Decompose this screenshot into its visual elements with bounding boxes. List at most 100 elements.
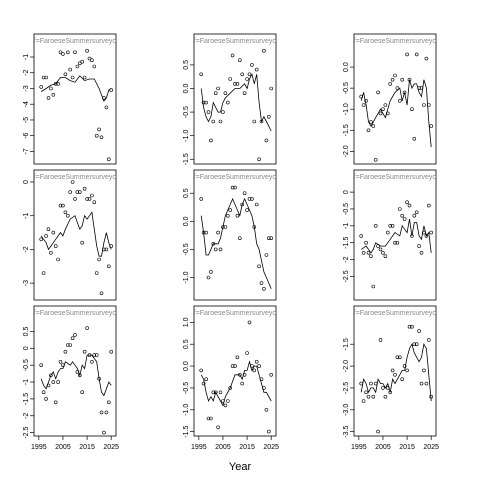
data-point: [250, 364, 254, 368]
data-point: [68, 190, 72, 194]
data-point: [378, 247, 383, 252]
data-point: [426, 338, 431, 342]
panel-7: f=FaroeseSummersurveyo 0.5 0 -0.5 -1 -1.5 -2 -2…: [23, 305, 119, 451]
data-point: [371, 124, 376, 128]
data-point: [216, 86, 220, 91]
data-point: [419, 86, 424, 90]
data-point: [245, 208, 249, 212]
data-point: [388, 390, 393, 395]
data-point: [422, 230, 426, 235]
data-point: [223, 91, 228, 95]
data-point: [61, 52, 65, 56]
data-point: [254, 359, 259, 364]
data-point: [94, 271, 99, 275]
data-point: [250, 197, 254, 201]
data-point: [395, 240, 400, 245]
data-point: [257, 364, 261, 368]
data-point: [46, 383, 51, 388]
panel-grid: f=FaroeseSummersurveyo-1-2-3-4-5-6-7f=Fa…: [23, 33, 439, 451]
x-tick-label: 1995: [191, 444, 207, 451]
data-point: [359, 381, 364, 386]
data-point: [366, 394, 371, 399]
data-point: [56, 82, 60, 86]
data-point: [213, 247, 218, 252]
y-tick-label: 0.5: [183, 60, 190, 70]
data-point: [240, 202, 244, 207]
y-tick-label: -2.5: [343, 270, 350, 282]
data-point: [366, 128, 371, 133]
x-tick-label: 2005: [55, 444, 71, 451]
y-tick-label: 0: [23, 346, 30, 350]
x-tick-label: 2005: [215, 444, 231, 451]
panel-4: f=FaroeseSummersurveyo 0 -1 -2 -3: [23, 169, 116, 301]
data-point: [78, 190, 82, 194]
y-tick-label: -3.5: [343, 425, 350, 437]
data-point: [429, 124, 434, 128]
data-point: [376, 429, 380, 434]
data-point: [99, 135, 104, 140]
panel-6: f=FaroeseSummersurveyo 0 -0.5 -1 -1.5 -2 -2.5: [343, 169, 437, 301]
data-point: [230, 364, 235, 368]
data-point: [383, 394, 388, 399]
data-point: [90, 58, 94, 63]
panel-frame: [353, 305, 437, 437]
data-point: [402, 90, 407, 95]
data-point: [233, 364, 237, 368]
data-point: [99, 410, 104, 415]
data-point: [94, 133, 99, 138]
y-tick-label: -2.0: [343, 145, 350, 157]
data-point: [383, 254, 388, 259]
data-point: [419, 251, 424, 255]
data-point: [90, 359, 94, 364]
data-point: [397, 99, 402, 103]
data-point: [206, 416, 211, 421]
data-point: [254, 67, 259, 72]
data-point: [82, 186, 87, 191]
data-point: [209, 270, 213, 274]
y-tick-label: -1.5: [183, 425, 190, 437]
data-point: [221, 225, 225, 229]
data-point: [252, 225, 257, 229]
data-point: [82, 75, 87, 80]
data-point: [233, 82, 237, 86]
data-point: [46, 227, 51, 231]
data-point: [204, 100, 208, 105]
data-point: [206, 275, 211, 280]
data-point: [257, 264, 261, 269]
data-point: [262, 286, 266, 291]
data-point: [402, 217, 407, 221]
data-point: [252, 368, 257, 373]
x-tick-label: 2025: [103, 444, 119, 451]
y-tick-label: -1.0: [183, 404, 190, 416]
data-point: [82, 349, 87, 354]
data-point: [53, 244, 58, 248]
data-point: [201, 100, 206, 105]
data-point: [393, 372, 397, 377]
data-point: [361, 103, 366, 107]
data-point: [206, 110, 211, 114]
data-point: [226, 399, 230, 403]
data-point: [53, 82, 58, 86]
data-point: [269, 86, 274, 91]
y-tick-label: -1.5: [343, 237, 350, 249]
data-point: [426, 203, 431, 208]
x-tick-label: 2005: [375, 444, 391, 451]
x-tick-label: 2015: [239, 444, 255, 451]
data-point: [80, 59, 84, 64]
data-point: [266, 115, 271, 119]
data-point: [211, 119, 216, 124]
fitted-line: [40, 354, 112, 397]
data-point: [73, 333, 77, 337]
data-point: [417, 244, 421, 248]
y-tick-label: -1.0: [343, 103, 350, 115]
y-tick-label: -3: [23, 280, 30, 286]
data-point: [373, 381, 378, 386]
panel-9: f=FaroeseSummersurveyo -1.5 -2.0 -2.5 -3.0 -3…: [343, 305, 439, 451]
y-tick-label: -1.5: [343, 124, 350, 136]
data-point: [393, 73, 397, 78]
data-point: [218, 390, 223, 395]
strip-label: f=FaroeseSummersurveyo: [354, 174, 437, 181]
data-point: [252, 119, 257, 124]
data-point: [109, 88, 113, 92]
data-point: [204, 230, 208, 235]
